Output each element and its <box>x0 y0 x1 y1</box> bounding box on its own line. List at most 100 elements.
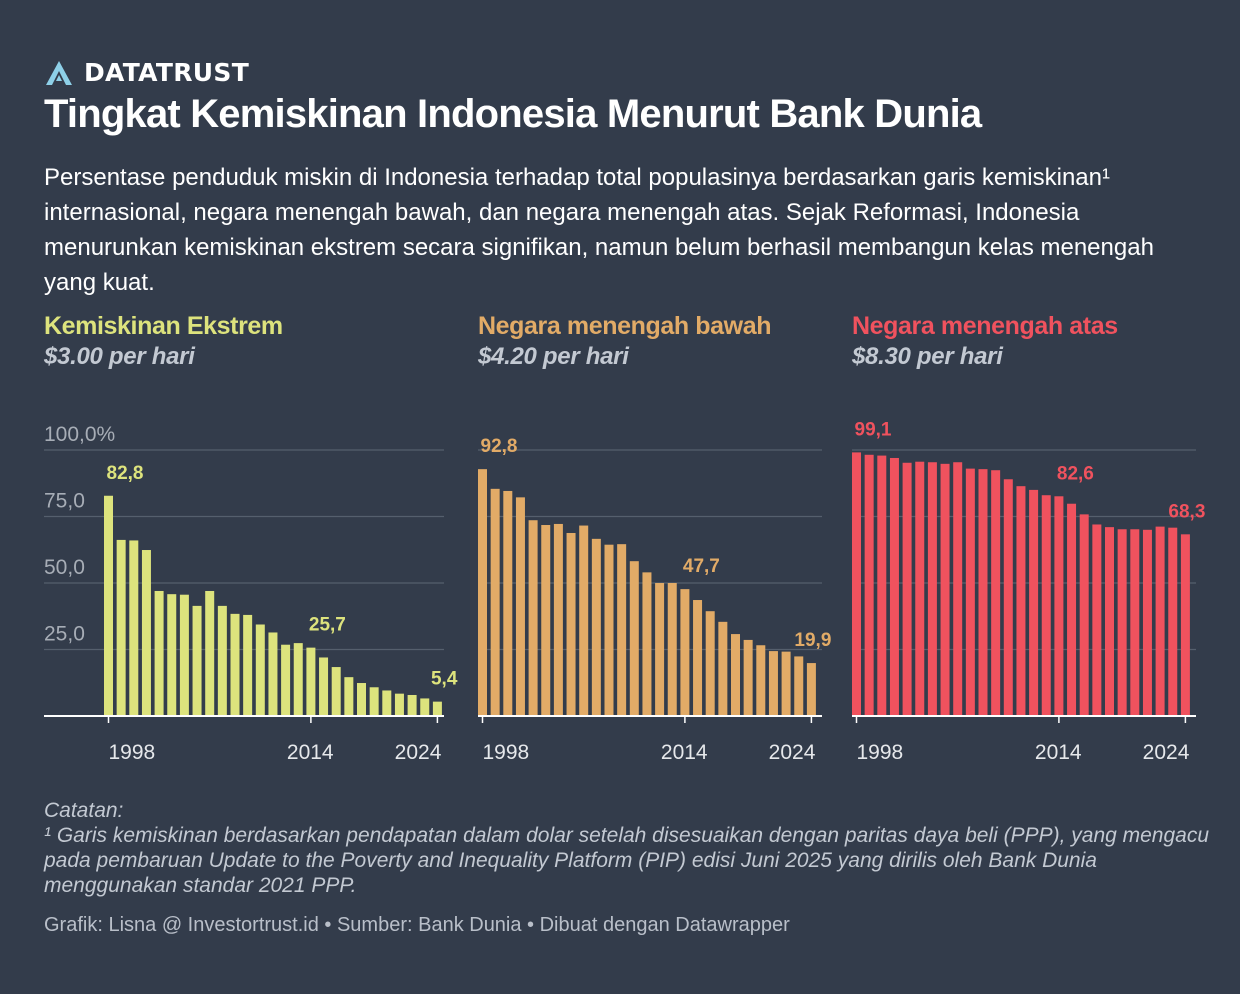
bar <box>192 605 202 716</box>
bar <box>478 469 487 716</box>
bar <box>319 657 329 716</box>
bar <box>978 469 988 716</box>
chart-subtitle: $8.30 per hari <box>852 343 1003 370</box>
bar <box>693 600 703 716</box>
notes-text: ¹ Garis kemiskinan berdasarkan pendapata… <box>44 824 1210 897</box>
chart-title: Negara menengah bawah <box>478 312 772 340</box>
bar <box>154 590 164 716</box>
bar <box>604 544 614 716</box>
bar <box>1105 527 1114 716</box>
bar <box>553 523 563 716</box>
bar <box>344 677 354 716</box>
chart-title: Negara menengah atas <box>852 312 1118 340</box>
bar <box>255 624 265 716</box>
data-label: 47,7 <box>683 556 720 577</box>
y-tick-label: 25,0 <box>44 623 85 646</box>
bar <box>420 698 430 716</box>
bar <box>1054 496 1064 716</box>
bar <box>591 538 601 716</box>
bar <box>1180 534 1190 716</box>
bar <box>902 462 912 716</box>
bar <box>179 594 189 716</box>
source-credit: Grafik: Lisna @ Investortrust.id • Sumbe… <box>44 914 790 936</box>
bar <box>357 683 366 716</box>
bar <box>667 583 677 716</box>
bar <box>331 667 341 716</box>
bar <box>731 634 740 716</box>
bar <box>1142 529 1152 716</box>
bar <box>503 490 513 716</box>
brand-logo: DATATRUST <box>46 58 249 87</box>
data-label: 5,4 <box>431 669 458 690</box>
bar <box>781 651 791 716</box>
bar <box>915 461 925 716</box>
bar <box>864 454 874 716</box>
bar <box>382 690 392 716</box>
y-tick-label: 100,0% <box>44 423 115 446</box>
chart-title: Kemiskinan Ekstrem <box>44 312 283 340</box>
chart-panel-upper-middle: Negara menengah atas $8.30 per hari <box>852 312 1232 371</box>
bar <box>566 532 576 716</box>
bar <box>768 651 778 716</box>
bar <box>1029 489 1039 716</box>
bar <box>1130 529 1140 716</box>
page-title: Tingkat Kemiskinan Indonesia Menurut Ban… <box>44 92 982 136</box>
bar <box>230 613 240 716</box>
bar <box>141 550 151 716</box>
bar <box>243 614 253 716</box>
bar <box>306 647 316 716</box>
x-tick-label: 2014 <box>287 741 334 764</box>
bar <box>579 525 589 716</box>
bar <box>205 590 215 716</box>
data-label: 99,1 <box>855 419 892 440</box>
x-tick-label: 1998 <box>109 741 156 764</box>
data-label: 68,3 <box>1168 501 1205 522</box>
bar <box>756 645 766 716</box>
chart-subtitle: $3.00 per hari <box>44 343 195 370</box>
bar <box>1041 495 1051 716</box>
bar <box>1168 527 1178 716</box>
bar <box>1079 514 1089 716</box>
bar <box>940 463 950 716</box>
notes-label: Catatan: <box>44 799 124 822</box>
bar <box>617 544 627 716</box>
bar <box>965 468 975 716</box>
bar <box>852 452 861 716</box>
bar <box>268 632 278 716</box>
bar <box>705 611 715 716</box>
bar <box>680 589 690 716</box>
bar <box>877 455 887 716</box>
chart-panel-lower-middle: Negara menengah bawah $4.20 per hari <box>478 312 858 371</box>
data-label: 19,9 <box>794 630 831 651</box>
bar <box>369 687 379 716</box>
y-tick-label: 50,0 <box>44 556 85 579</box>
bar <box>293 643 303 716</box>
bar <box>1003 479 1013 716</box>
brand-name: DATATRUST <box>84 58 250 87</box>
bar <box>432 701 442 716</box>
bar <box>104 495 113 716</box>
bar <box>794 656 804 716</box>
bar <box>1016 486 1026 716</box>
bar <box>655 583 665 716</box>
data-label: 92,8 <box>481 436 518 457</box>
page-subtitle: Persentase penduduk miskin di Indonesia … <box>44 164 1154 296</box>
x-tick-label: 1998 <box>857 741 904 764</box>
bar <box>743 639 753 716</box>
bar <box>1155 526 1165 716</box>
bar <box>167 594 177 716</box>
bar <box>806 663 816 716</box>
y-tick-label: 75,0 <box>44 490 85 513</box>
notes: Catatan: ¹ Garis kemiskinan berdasarkan … <box>44 798 1224 898</box>
bar <box>217 605 227 716</box>
bar <box>541 525 551 716</box>
bar <box>528 520 538 716</box>
bar <box>1067 503 1077 716</box>
chart-subtitle: $4.20 per hari <box>478 343 629 370</box>
bar <box>394 693 404 716</box>
x-tick-label: 2024 <box>769 741 816 764</box>
x-tick-label: 2024 <box>1143 741 1190 764</box>
bar <box>490 488 500 716</box>
bar <box>927 462 937 716</box>
